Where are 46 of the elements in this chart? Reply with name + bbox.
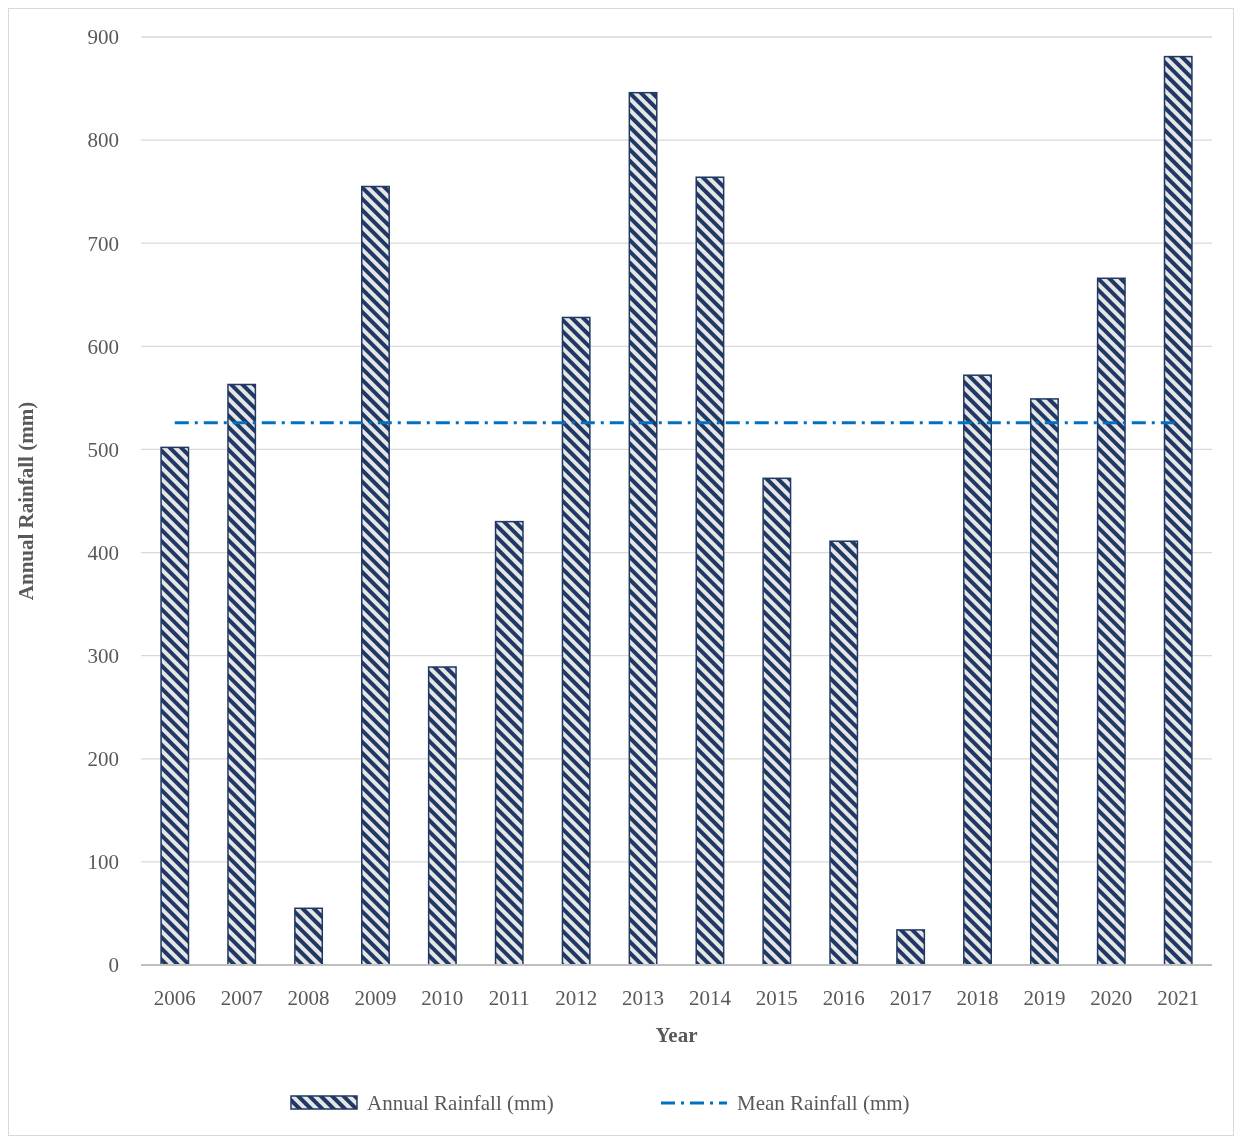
bar — [227, 383, 257, 966]
x-tick-label: 2017 — [889, 986, 932, 1010]
y-tick-label: 100 — [87, 850, 119, 875]
x-tick-label: 2012 — [555, 986, 598, 1010]
bar — [695, 176, 725, 966]
y-tick-label: 800 — [87, 128, 119, 153]
y-tick-label: 700 — [87, 231, 119, 256]
bar — [628, 91, 658, 966]
bar — [1163, 55, 1193, 966]
legend-label: Mean Rainfall (mm) — [737, 1091, 910, 1116]
bar — [963, 374, 992, 966]
y-tick-label: 300 — [87, 644, 119, 669]
y-tick-label: 400 — [87, 540, 119, 565]
x-tick-label: 2013 — [622, 986, 665, 1010]
bar — [427, 666, 457, 966]
x-tick-label: 2018 — [956, 986, 999, 1010]
bar — [160, 446, 190, 966]
y-tick-label: 600 — [87, 334, 119, 359]
x-tick-label: 2014 — [688, 986, 732, 1010]
x-tick-label: 2009 — [354, 986, 397, 1010]
x-tick-label: 2020 — [1090, 986, 1133, 1010]
y-axis-title: Annual Rainfall (mm) — [14, 401, 38, 601]
bar — [1096, 277, 1126, 966]
bar — [1029, 398, 1059, 966]
x-tick-label: 2006 — [153, 986, 196, 1010]
x-tick-label: 2019 — [1023, 986, 1066, 1010]
y-tick-label: 900 — [87, 25, 119, 50]
x-tick-label: 2007 — [220, 986, 263, 1010]
x-tick-label: 2010 — [421, 986, 464, 1010]
y-tick-label: 200 — [87, 747, 119, 772]
x-tick-label: 2021 — [1157, 986, 1200, 1010]
bar — [361, 185, 390, 966]
y-tick-label: 500 — [87, 437, 119, 462]
bar — [762, 477, 792, 966]
legend-label: Annual Rainfall (mm) — [367, 1091, 554, 1116]
x-tick-label: 2008 — [287, 986, 330, 1010]
bar — [829, 540, 859, 966]
x-tick-label: 2016 — [822, 986, 865, 1010]
bar — [494, 520, 524, 966]
bar — [896, 929, 926, 966]
bar — [561, 316, 591, 966]
y-tick-label: 0 — [108, 953, 119, 978]
x-tick-label: 2015 — [755, 986, 798, 1010]
x-tick-label: 2011 — [488, 986, 530, 1010]
x-axis-title: Year — [655, 1023, 698, 1047]
bar — [294, 907, 324, 966]
